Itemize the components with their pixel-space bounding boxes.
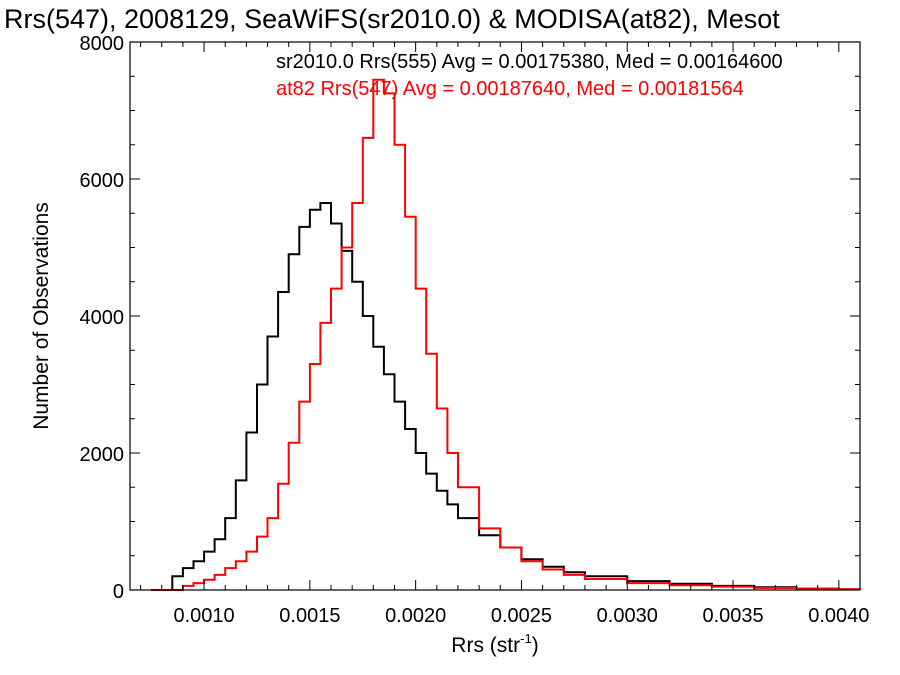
x-axis-label-close: ) xyxy=(532,634,539,657)
plot-lines xyxy=(151,78,861,591)
x-tick-label: 0.0040 xyxy=(808,605,869,627)
legend-entry-sr2010: sr2010.0 Rrs(555) Avg = 0.00175380, Med … xyxy=(276,51,783,73)
x-axis-label-superscript: -1 xyxy=(520,631,532,646)
x-tick-label: 0.0015 xyxy=(279,605,340,627)
y-tick-label: 8000 xyxy=(80,33,125,55)
x-tick-label: 0.0035 xyxy=(702,605,763,627)
chart-title: Rrs(547), 2008129, SeaWiFS(sr2010.0) & M… xyxy=(4,4,780,34)
plot-frame xyxy=(129,41,861,591)
y-axis-label: Number of Observations xyxy=(30,202,53,430)
x-axis-label: Rrs (str-1) xyxy=(451,631,538,657)
y-axis: 0 2000 4000 6000 8000 xyxy=(80,33,860,603)
x-tick-label: 0.0010 xyxy=(173,605,234,627)
legend-entry-at82: at82 Rrs(547) Avg = 0.00187640, Med = 0.… xyxy=(276,78,744,100)
x-tick-label: 0.0030 xyxy=(597,605,658,627)
x-axis: 0.0010 0.0015 0.0020 0.0025 0.0030 0.0035 0.00… xyxy=(140,42,869,627)
x-tick-label: 0.0020 xyxy=(385,605,446,627)
series-line-at82 xyxy=(151,78,861,591)
y-tick-label: 6000 xyxy=(80,170,125,192)
series-line-sr2010 xyxy=(151,202,861,591)
x-tick-label: 0.0025 xyxy=(491,605,552,627)
y-tick-label: 2000 xyxy=(80,444,125,466)
y-tick-label: 0 xyxy=(113,581,124,603)
x-axis-label-main: Rrs (str xyxy=(451,634,520,657)
y-tick-label: 4000 xyxy=(80,307,125,329)
